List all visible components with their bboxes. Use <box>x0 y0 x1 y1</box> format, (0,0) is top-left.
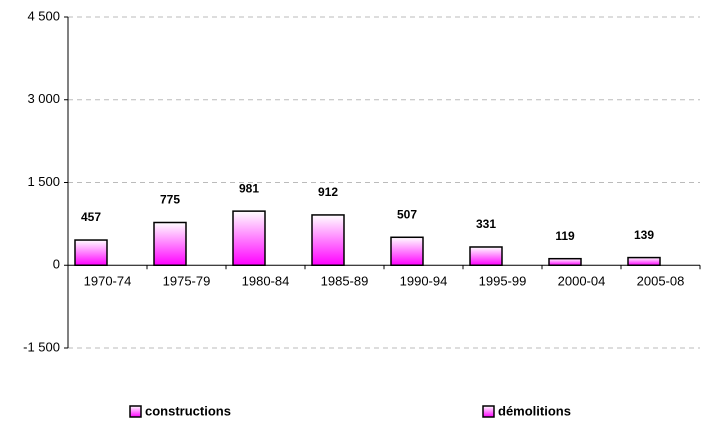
value-label: 331 <box>476 217 496 231</box>
x-tick-label: 1990-94 <box>400 274 448 289</box>
y-tick-label: 1 500 <box>27 174 60 189</box>
bar <box>232 210 266 266</box>
legend-label: démolitions <box>498 403 571 418</box>
value-label: 912 <box>318 185 338 199</box>
value-label: 457 <box>81 210 101 224</box>
y-tick-label: -1 500 <box>23 339 60 354</box>
bar <box>548 257 582 267</box>
bar <box>390 236 424 267</box>
y-tick-label: 0 <box>53 257 60 272</box>
y-tick-label: 4 500 <box>27 8 60 23</box>
value-label: 507 <box>397 207 417 221</box>
y-tick-label: 3 000 <box>27 91 60 106</box>
value-label: 139 <box>634 228 654 242</box>
x-tick-label: 1985-89 <box>321 274 369 289</box>
legend-swatch <box>482 405 495 418</box>
legend-label: constructions <box>145 403 231 418</box>
bar <box>153 221 187 266</box>
bar <box>627 256 661 267</box>
x-tick-label: 2000-04 <box>558 274 606 289</box>
x-tick-label: 1975-79 <box>163 274 211 289</box>
value-label: 981 <box>239 181 259 195</box>
x-tick-label: 2005-08 <box>637 274 685 289</box>
bar <box>469 246 503 267</box>
bar <box>311 214 345 267</box>
value-label: 119 <box>555 229 575 243</box>
x-tick-label: 1980-84 <box>242 274 290 289</box>
value-label: 775 <box>160 193 180 207</box>
bar <box>74 239 108 266</box>
legend-swatch <box>129 405 142 418</box>
x-tick-label: 1970-74 <box>84 274 132 289</box>
x-tick-label: 1995-99 <box>479 274 527 289</box>
